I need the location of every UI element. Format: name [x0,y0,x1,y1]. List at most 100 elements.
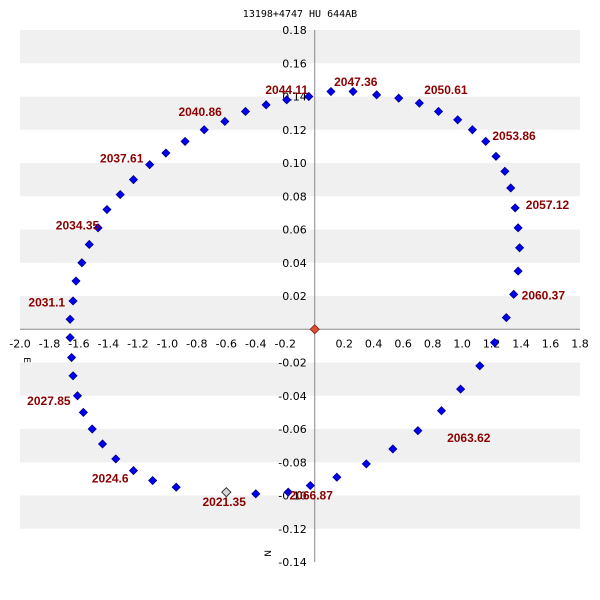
grid-band [20,296,580,330]
x-tick-label: -1.0 [157,337,178,350]
x-tick-label: 1.0 [453,337,471,350]
orbit-point [414,98,424,108]
grid-band [20,229,580,263]
primary-star-marker [309,324,320,335]
orbit-point [326,86,336,97]
axes [20,30,580,562]
orbit-point [456,384,466,394]
chart-title: 13198+4747 HU 644AB [243,9,357,20]
orbit-point [171,482,181,492]
grid-band [20,429,580,463]
orbit-point [128,465,139,476]
orbit-point [348,86,358,97]
orbit-point [180,136,190,146]
year-label: 2066.87 [290,488,334,502]
orbit-point [261,100,271,110]
orbit-point [481,136,491,146]
orbit-point [97,439,108,449]
orbit-point [67,352,77,363]
orbit-point [65,314,75,324]
orbit-point [84,239,94,250]
y-tick-label: -0.06 [278,423,306,436]
orbit-point [65,332,75,343]
orbit-point [71,276,81,286]
x-tick-labels: -2.0 -1.8 -1.6 -1.4 -1.2 -1.0 -0.8 -0.6 -0.4 -0.2… [9,337,588,350]
orbit-point [501,313,511,323]
y-tick-label: -0.14 [278,556,306,569]
orbit-point [433,106,444,117]
y-tick-label: -0.02 [278,357,306,370]
year-label: 2057.12 [526,198,570,212]
orbit-point [304,91,314,102]
orbit-point [510,203,520,213]
y-tick-label: 0.02 [282,290,307,303]
y-tick-label: 0.10 [282,157,307,170]
orbit-point [372,90,382,100]
grid-band [20,163,580,197]
orbit-point [467,125,477,135]
x-tick-label: 0.8 [424,337,442,350]
orbit-point [305,480,315,491]
orbit-point [68,296,78,306]
orbit-point [251,489,261,499]
orbit-point [413,426,423,436]
year-label: 2047.36 [334,75,378,89]
orbit-point [102,204,112,215]
y-tick-label: 0.04 [282,257,307,270]
grid-bands [20,30,580,562]
x-tick-label: 1.4 [512,337,530,350]
orbit-point [220,116,230,127]
x-tick-label: -1.8 [39,337,60,350]
year-label: 2031.1 [28,295,65,309]
orbit-point [72,391,83,401]
year-label: 2021.35 [203,495,247,509]
y-tick-label: -0.08 [278,456,306,469]
orbit-points [65,86,525,499]
orbit-point [128,175,139,185]
year-label: 2034.35 [56,218,100,232]
year-label: 2024.6 [92,471,129,485]
orbit-point [148,475,158,486]
orbit-point [282,95,292,105]
year-annotations: 2021.35 2024.6 2027.85 2031.1 2034.35 2037.61… [27,75,569,509]
orbit-point [453,115,463,125]
orbit-point [240,106,251,117]
grid-band [20,495,580,529]
orbit-point [489,337,500,348]
orbit-point [87,424,97,434]
orbit-point [513,266,523,276]
orbit-point [515,243,525,253]
x-tick-label: 0.4 [365,337,383,350]
grid-band [20,30,580,64]
x-tick-label: -2.0 [9,337,30,350]
grid-band [20,96,580,130]
orbit-point [199,125,209,135]
year-label: 2053.86 [492,129,536,143]
x-tick-label: -0.8 [186,337,207,350]
year-label: 2060.37 [522,288,566,302]
y-tick-label: 0.12 [282,124,307,137]
north-direction-label: N [262,550,272,557]
orbit-point [68,371,78,381]
y-tick-label: -0.12 [278,523,306,536]
current-position-marker [221,486,232,498]
east-direction-label: E [21,357,31,363]
x-tick-label: 1.8 [571,337,589,350]
year-label: 2027.85 [27,394,71,408]
orbit-point [500,166,510,176]
y-tick-label: 0.08 [282,190,307,203]
orbit-point [93,223,103,233]
y-tick-label: -0.04 [278,390,306,403]
x-tick-label: -1.6 [68,337,89,350]
year-label: 2063.62 [447,431,491,445]
year-label: 2040.86 [178,105,222,119]
year-label: 2037.61 [100,151,144,165]
x-tick-label: -0.4 [245,337,266,350]
orbit-point [161,148,171,158]
orbit-point [361,459,371,469]
orbit-point [115,190,125,200]
orbit-point [283,487,293,497]
orbit-point [77,258,87,268]
y-tick-labels: 0.180.160.140.120.100.080.060.040.02-0.0… [278,24,306,569]
